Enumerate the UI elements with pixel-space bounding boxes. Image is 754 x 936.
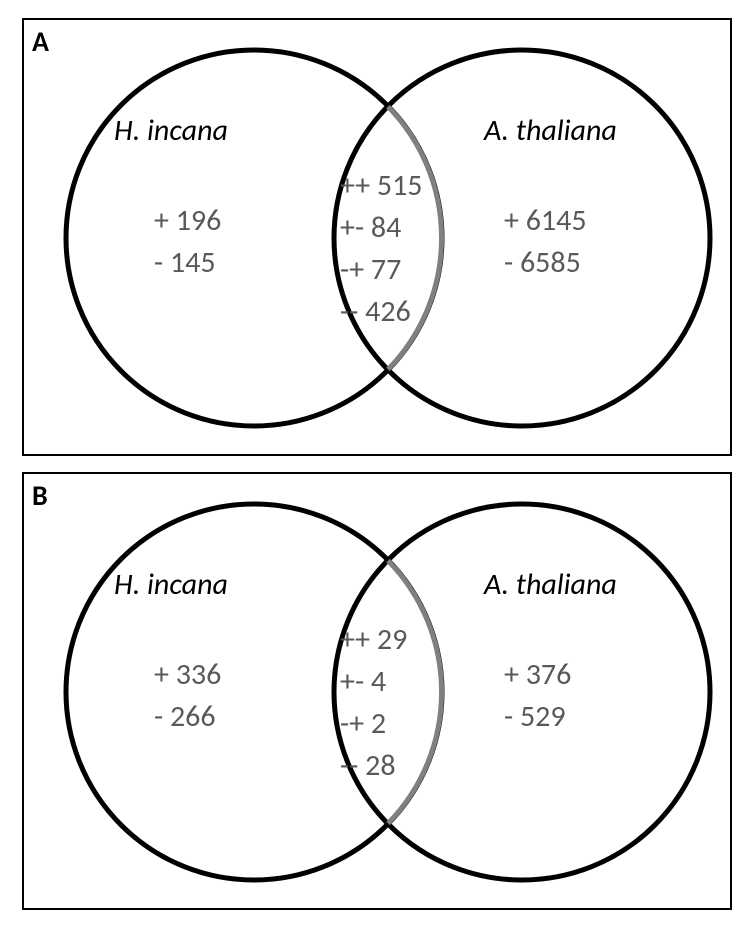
venn-b-right-title: A. thaliana: [483, 566, 617, 603]
panel-a: A H. incana A. thaliana + 196 - 145 + 61…: [22, 18, 732, 456]
venn-b-left-row-1: - 266: [154, 698, 216, 735]
venn-a-left-row-0: + 196: [154, 202, 221, 239]
venn-b-right-row-0: + 376: [504, 656, 571, 693]
venn-b-left-row-0: + 336: [154, 656, 221, 693]
venn-a-left-title: H. incana: [114, 112, 228, 149]
venn-b-overlap-row-0: ++ 29: [340, 621, 407, 658]
venn-b: H. incana A. thaliana + 336 - 266 + 376 …: [24, 474, 734, 912]
venn-b-right-row-1: - 529: [504, 698, 566, 735]
venn-a: H. incana A. thaliana + 196 - 145 + 6145…: [24, 20, 734, 458]
venn-a-left-row-1: - 145: [154, 244, 216, 281]
venn-a-right-row-0: + 6145: [504, 202, 587, 239]
venn-a-right-title: A. thaliana: [483, 112, 617, 149]
venn-b-overlap-row-3: -- 28: [340, 747, 396, 784]
venn-a-overlap-row-2: -+ 77: [340, 251, 401, 288]
venn-a-right-row-1: - 6585: [504, 244, 581, 281]
venn-a-overlap-row-3: -- 426: [340, 293, 411, 330]
venn-b-overlap-row-1: +- 4: [340, 663, 386, 700]
venn-a-overlap-row-0: ++ 515: [340, 167, 423, 204]
venn-b-overlap-row-2: -+ 2: [340, 705, 386, 742]
venn-b-overlap-arc: [388, 561, 442, 824]
venn-b-left-title: H. incana: [114, 566, 228, 603]
venn-a-overlap-row-1: +- 84: [340, 209, 401, 246]
panel-b: B H. incana A. thaliana + 336 - 266 + 37…: [22, 472, 732, 910]
